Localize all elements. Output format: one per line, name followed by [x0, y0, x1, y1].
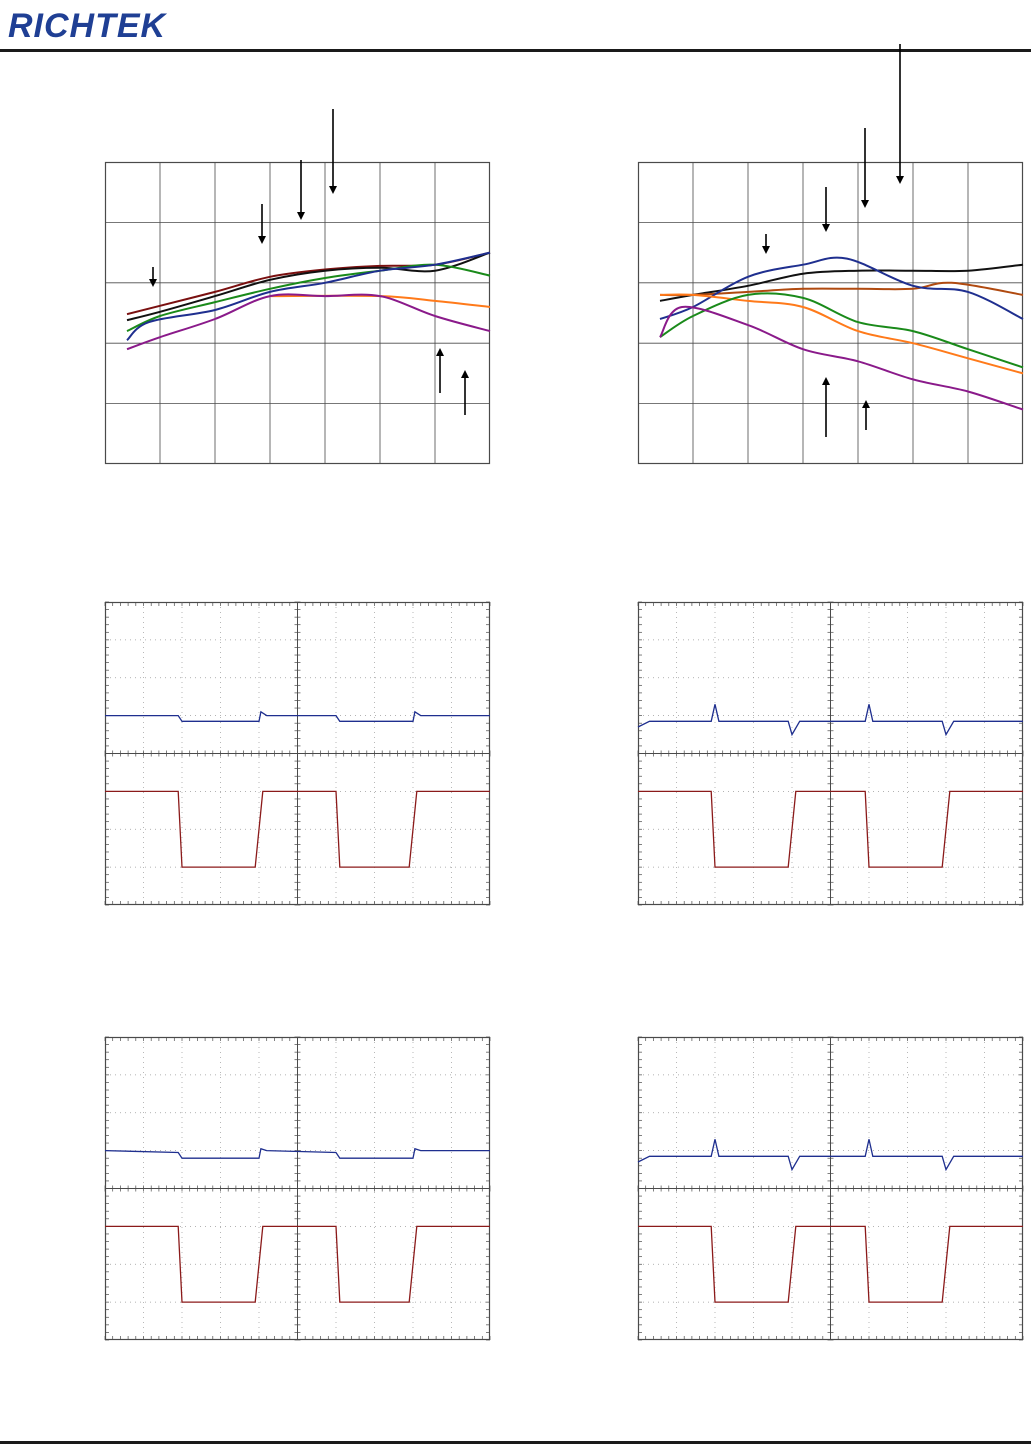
annotation-arrow-5 [461, 370, 469, 415]
annotation-arrow-4 [436, 348, 444, 393]
efficiency-chart-right [637, 44, 1024, 465]
scope-waveform-4 [637, 1036, 1024, 1341]
annotation-arrow-0 [762, 234, 770, 254]
header-divider [0, 49, 1031, 52]
series-line-0 [105, 710, 490, 722]
series-line-1 [105, 1225, 490, 1303]
grid [104, 601, 491, 906]
grid [104, 161, 491, 465]
annotation-arrow-5 [862, 400, 870, 430]
annotation-arrow-3 [896, 44, 904, 184]
series-line-1 [638, 1225, 1023, 1303]
series-line-1 [126, 251, 491, 322]
annotation-arrow-4 [822, 377, 830, 437]
annotation-arrow-2 [861, 128, 869, 208]
series-line-1 [105, 790, 490, 868]
plot-frame [637, 161, 1024, 465]
efficiency-chart-left [104, 109, 491, 465]
series-line-0 [637, 704, 1023, 737]
series-line-0 [104, 1147, 490, 1159]
series-line-3 [659, 293, 1024, 375]
annotation-arrow-0 [149, 267, 157, 287]
scope-waveform-1 [104, 601, 491, 906]
series-line-3 [126, 251, 491, 341]
grid [637, 161, 1024, 465]
annotation-arrow-2 [297, 160, 305, 220]
series-line-5 [126, 293, 491, 351]
plot-frame [104, 161, 491, 465]
brand-logo: RICHTEK [8, 7, 167, 45]
series-line-5 [659, 305, 1024, 411]
grid [637, 1036, 1024, 1341]
scope-waveform-3 [104, 1036, 491, 1341]
series-line-2 [659, 256, 1024, 320]
annotation-arrow-1 [822, 187, 830, 232]
annotation-arrow-3 [329, 109, 337, 194]
series-line-1 [638, 790, 1023, 868]
series-line-2 [126, 263, 491, 333]
grid [104, 1036, 491, 1341]
series-line-0 [637, 1139, 1023, 1172]
annotation-arrow-1 [258, 204, 266, 244]
series-line-1 [659, 281, 1024, 297]
scope-waveform-2 [637, 601, 1024, 906]
grid [637, 601, 1024, 906]
series-line-4 [659, 292, 1024, 369]
footer-divider [0, 1441, 1031, 1444]
